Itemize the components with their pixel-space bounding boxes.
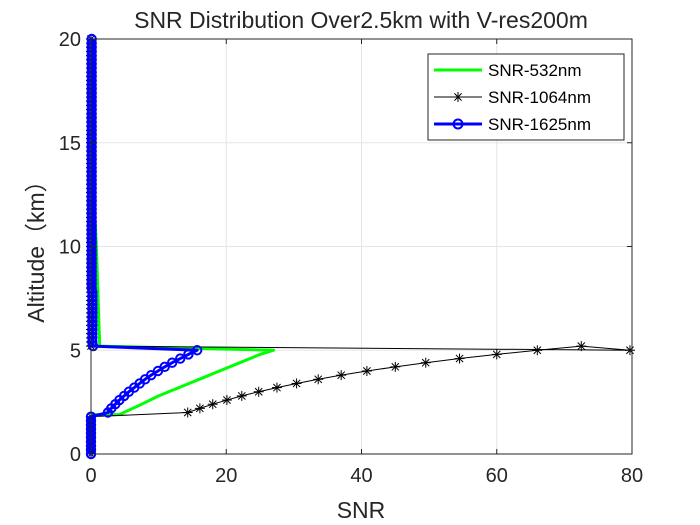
x-axis-label: SNR — [337, 497, 386, 523]
legend-label: SNR-532nm — [488, 61, 582, 80]
chart-title: SNR Distribution Over2.5km with V-res200… — [134, 7, 588, 33]
data-point — [336, 370, 347, 381]
data-point — [454, 353, 465, 364]
data-point — [207, 399, 218, 410]
legend-label: SNR-1064nm — [488, 88, 591, 107]
data-point — [361, 366, 372, 376]
legend-label: SNR-1625nm — [488, 115, 591, 134]
x-tick-label: 40 — [350, 465, 372, 487]
data-point — [159, 361, 170, 373]
legend-marker — [452, 118, 464, 130]
y-tick-label: 20 — [59, 29, 81, 51]
data-point — [221, 395, 232, 406]
data-point — [182, 407, 193, 418]
data-point — [576, 341, 587, 352]
data-point — [291, 378, 302, 389]
data-point — [166, 357, 178, 368]
data-point — [420, 357, 431, 368]
data-point — [183, 349, 194, 360]
data-point — [532, 345, 543, 356]
data-point — [194, 403, 205, 414]
ticks: 0 20 40 60 80 0 5 10 15 20 — [59, 29, 643, 487]
data-point — [390, 361, 401, 372]
data-point — [313, 374, 324, 385]
y-tick-label: 5 — [70, 340, 81, 362]
data-point — [491, 349, 502, 360]
data-point — [175, 353, 186, 364]
legend-marker — [453, 92, 463, 102]
x-tick-label: 0 — [85, 465, 96, 487]
data-point — [191, 345, 203, 356]
legend: SNR-532nm SNR-1064nm SNR-1625nm — [427, 53, 625, 141]
y-axis-label: Altitude（km） — [23, 169, 49, 322]
legend-entry: SNR-532nm — [434, 61, 582, 80]
y-tick-label: 0 — [70, 444, 81, 466]
data-point — [271, 382, 282, 393]
x-tick-label: 60 — [486, 465, 508, 487]
data-point — [253, 386, 264, 397]
y-tick-label: 15 — [59, 133, 81, 155]
legend-entry: SNR-1064nm — [434, 88, 591, 107]
legend-entry: SNR-1625nm — [434, 115, 591, 134]
y-tick-label: 10 — [59, 237, 81, 259]
data-point — [236, 390, 247, 401]
x-tick-label: 20 — [215, 465, 237, 487]
x-tick-label: 80 — [621, 465, 643, 487]
